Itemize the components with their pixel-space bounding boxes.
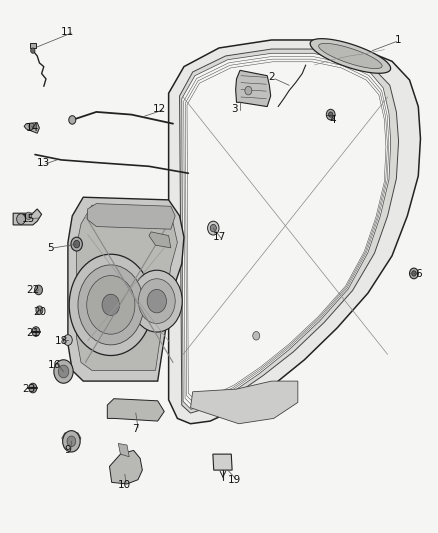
Circle shape — [245, 86, 252, 95]
Text: 3: 3 — [231, 104, 238, 114]
Text: 19: 19 — [228, 475, 241, 484]
Text: 21: 21 — [26, 328, 39, 338]
Circle shape — [69, 254, 152, 356]
Circle shape — [138, 279, 175, 324]
Text: 1: 1 — [395, 35, 402, 45]
Text: 11: 11 — [61, 27, 74, 37]
Circle shape — [29, 123, 34, 130]
Polygon shape — [68, 197, 184, 381]
Circle shape — [64, 335, 72, 345]
Circle shape — [71, 237, 82, 251]
Text: 4: 4 — [329, 115, 336, 125]
Circle shape — [253, 332, 260, 340]
Text: 22: 22 — [26, 286, 39, 295]
Circle shape — [412, 271, 416, 276]
Circle shape — [87, 276, 135, 334]
Text: 12: 12 — [153, 104, 166, 114]
Circle shape — [326, 109, 335, 120]
Circle shape — [63, 431, 80, 452]
Circle shape — [36, 306, 43, 314]
Circle shape — [67, 436, 76, 447]
Polygon shape — [318, 43, 382, 69]
Polygon shape — [77, 205, 177, 370]
Polygon shape — [191, 381, 298, 424]
Circle shape — [208, 221, 219, 235]
Polygon shape — [88, 204, 175, 229]
Circle shape — [69, 116, 76, 124]
Circle shape — [210, 224, 216, 232]
Text: 10: 10 — [118, 480, 131, 490]
Text: 6: 6 — [415, 270, 422, 279]
Polygon shape — [180, 49, 399, 413]
Text: 15: 15 — [22, 214, 35, 223]
Circle shape — [131, 270, 182, 332]
Text: 5: 5 — [47, 243, 54, 253]
Polygon shape — [13, 209, 42, 225]
Polygon shape — [118, 443, 129, 457]
Text: 18: 18 — [55, 336, 68, 346]
Circle shape — [35, 285, 42, 295]
Text: 9: 9 — [64, 446, 71, 455]
Text: 20: 20 — [33, 307, 46, 317]
Circle shape — [31, 48, 35, 53]
Text: 23: 23 — [22, 384, 35, 394]
Circle shape — [29, 383, 37, 393]
Circle shape — [25, 212, 32, 220]
Polygon shape — [149, 232, 171, 248]
Circle shape — [54, 360, 73, 383]
Text: 17: 17 — [212, 232, 226, 242]
Polygon shape — [310, 39, 391, 73]
Polygon shape — [62, 433, 81, 443]
Text: 7: 7 — [132, 424, 139, 434]
Text: 2: 2 — [268, 72, 275, 82]
Polygon shape — [107, 399, 164, 421]
Circle shape — [78, 265, 144, 345]
Circle shape — [17, 214, 25, 224]
Polygon shape — [110, 450, 142, 484]
Text: 16: 16 — [48, 360, 61, 370]
Circle shape — [58, 365, 69, 378]
Polygon shape — [213, 454, 232, 470]
Circle shape — [74, 240, 80, 248]
Polygon shape — [236, 70, 271, 107]
Circle shape — [102, 294, 120, 316]
Circle shape — [410, 268, 418, 279]
Polygon shape — [24, 123, 39, 133]
Polygon shape — [182, 53, 391, 409]
Text: 14: 14 — [26, 123, 39, 133]
Text: 13: 13 — [37, 158, 50, 167]
Polygon shape — [169, 40, 420, 424]
Circle shape — [32, 327, 40, 336]
Circle shape — [328, 112, 333, 117]
Polygon shape — [30, 43, 36, 48]
Circle shape — [147, 289, 166, 313]
